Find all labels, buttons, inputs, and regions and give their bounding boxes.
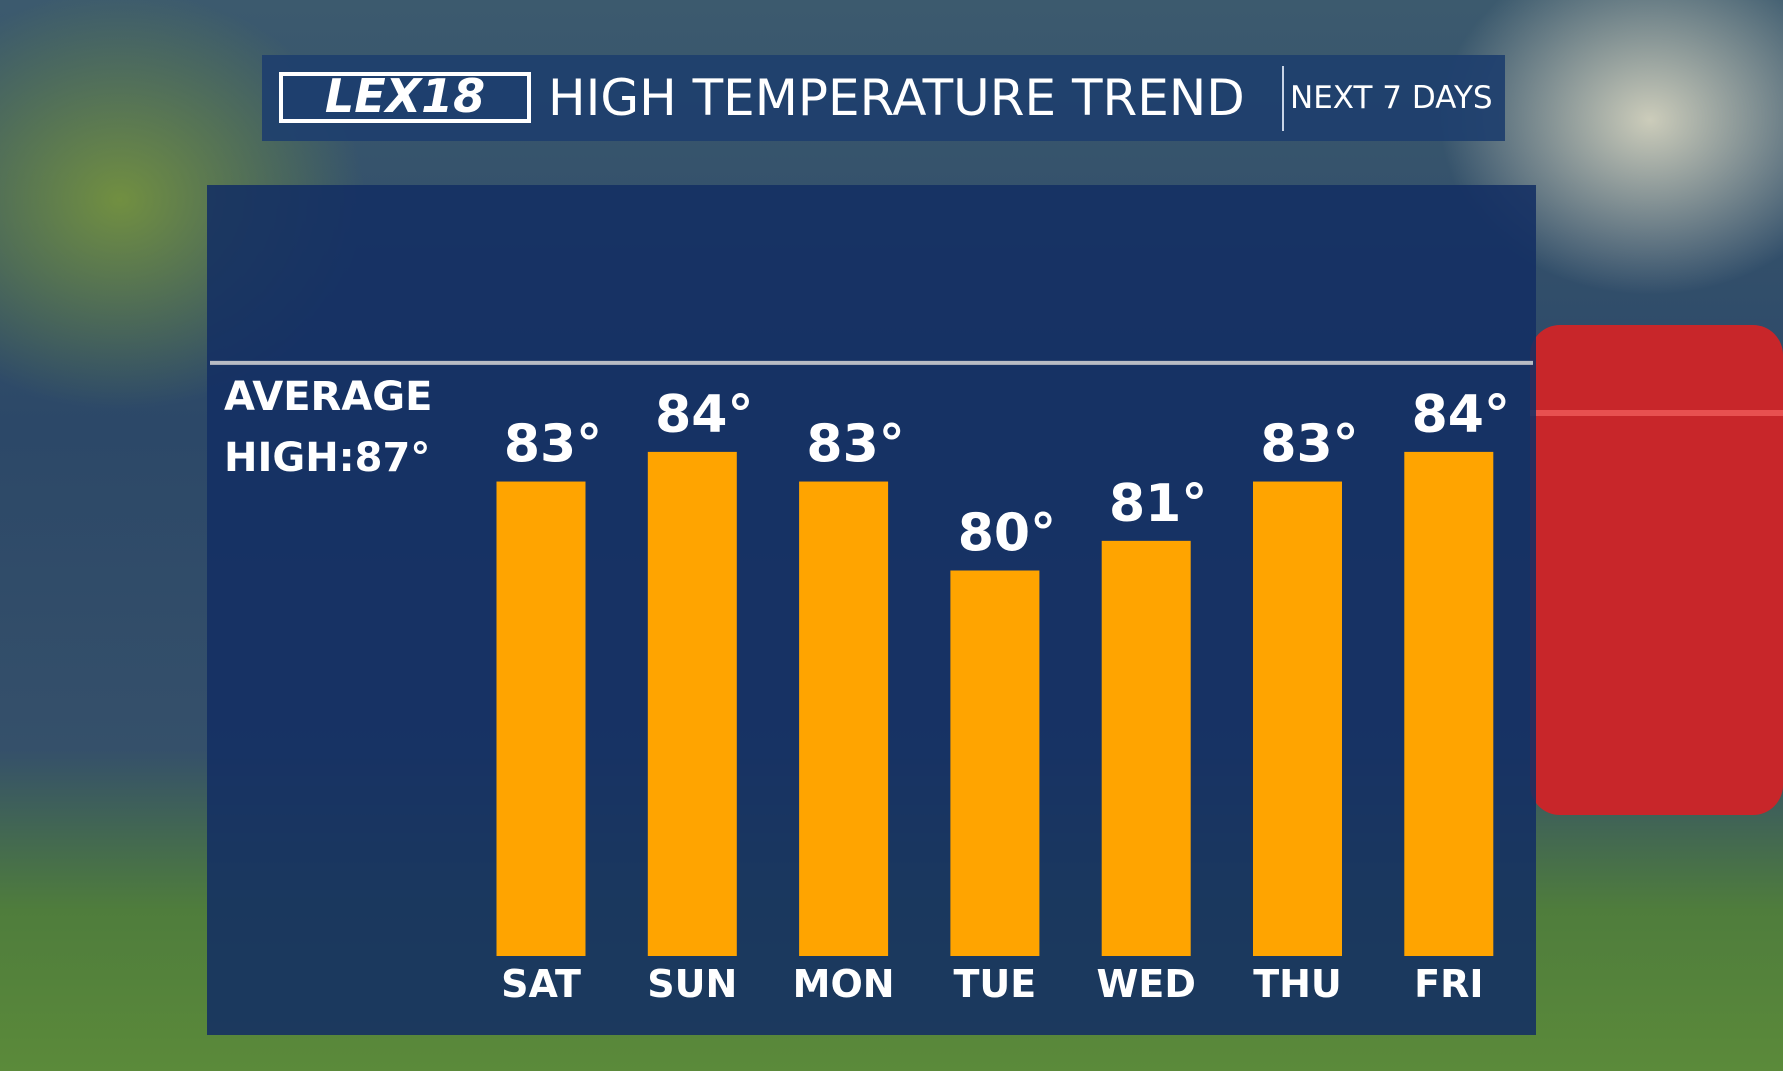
chart-title: HIGH TEMPERATURE TREND <box>548 69 1245 127</box>
average-label: AVERAGE <box>224 374 432 420</box>
bar <box>799 481 889 956</box>
bar <box>1253 481 1342 956</box>
average-label: HIGH:87° <box>224 435 430 481</box>
bar <box>950 570 1040 956</box>
value-label: 83° <box>504 415 602 475</box>
x-tick-label: TUE <box>954 962 1037 1006</box>
bar <box>1101 540 1191 956</box>
grill-rim <box>1530 410 1783 416</box>
x-tick-label: MON <box>793 962 895 1006</box>
x-tick-label: SUN <box>647 962 737 1006</box>
x-tick-label: WED <box>1096 962 1195 1006</box>
grill <box>1530 325 1783 815</box>
x-tick-label: THU <box>1253 962 1342 1006</box>
x-tick-label: SAT <box>501 962 581 1006</box>
value-label: 83° <box>806 415 904 475</box>
value-label: 84° <box>655 385 753 445</box>
x-tick-label: FRI <box>1414 962 1483 1006</box>
bar <box>496 481 586 956</box>
logo-inner <box>283 76 527 119</box>
value-label: 80° <box>958 504 1056 564</box>
value-label: 83° <box>1260 415 1358 475</box>
bar <box>1404 451 1494 956</box>
value-label: 84° <box>1412 385 1510 445</box>
logo: LEX18 <box>325 69 485 123</box>
value-label: 81° <box>1109 474 1207 534</box>
bar <box>647 451 737 956</box>
chart-subtitle: NEXT 7 DAYS <box>1290 80 1493 116</box>
